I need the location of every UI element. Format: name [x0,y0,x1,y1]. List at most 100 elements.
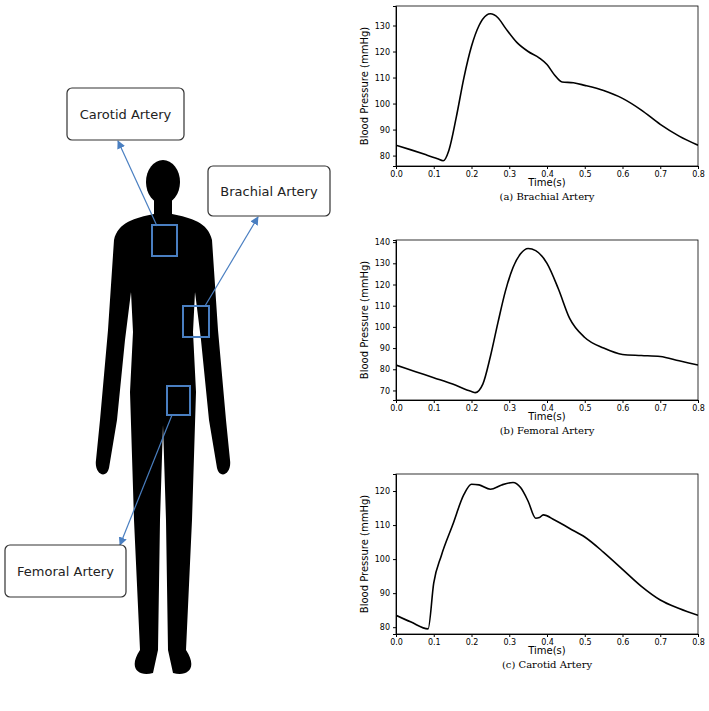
y-tick-mark [393,369,396,370]
chart-caption: (b) Femoral Artery [500,425,595,436]
y-tick-label: 90 [380,344,390,353]
x-tick-mark [434,400,435,403]
y-tick-mark [393,156,396,157]
arrow [120,415,172,545]
y-tick-mark [393,52,396,53]
y-tick-label: 90 [380,589,390,598]
x-tick-mark [585,634,586,637]
y-tick-label: 100 [375,555,390,564]
label-box [208,166,330,216]
y-tick: 90 [380,344,396,353]
x-tick: 0.7 [654,634,667,647]
x-tick-label: 0.1 [428,404,441,413]
x-tick-label: 0.5 [579,170,592,179]
y-tick-label: 80 [380,623,390,632]
x-tick-label: 0.1 [428,638,441,647]
plot-area [396,248,698,392]
y-tick-label: 130 [375,259,390,268]
x-tick: 0.5 [579,166,592,179]
region-marker [152,225,177,256]
y-tick: 120 [375,487,396,496]
x-tick: 0.0 [390,634,403,647]
x-tick-label: 0.2 [466,638,479,647]
y-tick: 80 [380,623,396,632]
y-axis-line [393,475,397,635]
x-tick: 0.2 [466,634,479,647]
x-axis-line [397,635,699,638]
x-tick-mark [698,166,699,169]
y-tick-mark [393,285,396,286]
y-tick: 90 [380,126,396,135]
x-tick-mark [434,166,435,169]
y-tick-mark [393,348,396,349]
y-tick-mark [393,327,396,328]
y-tick-mark [393,390,396,391]
x-tick: 0.6 [617,634,630,647]
plot-frame [396,474,698,634]
body-diagram: Carotid Artery Brachial Artery Femoral Art… [5,88,330,674]
y-tick-mark [393,26,396,27]
x-tick: 0.1 [428,166,441,179]
y-tick: 70 [380,387,396,396]
x-tick: 0.0 [390,400,403,413]
x-tick: 0.1 [428,634,441,647]
y-tick-mark [393,491,396,492]
x-tick-label: 0.8 [692,170,705,179]
y-tick-mark [393,593,396,594]
x-tick-mark [547,400,548,403]
y-tick: 110 [375,521,396,530]
y-tick-label: 120 [375,48,390,57]
y-tick-mark [393,559,396,560]
y-tick: 100 [375,323,396,332]
y-tick-label: 80 [380,365,390,374]
y-tick: 80 [380,152,396,161]
region-label: Carotid Artery [80,107,172,122]
y-axis: 8090100110120130 [375,7,397,167]
x-tick-label: 0.0 [390,404,403,413]
x-tick: 0.8 [692,634,705,647]
arrow [118,141,157,226]
region-label: Femoral Artery [17,564,114,579]
x-tick-mark [509,634,510,637]
x-tick-label: 0.8 [692,404,705,413]
x-tick-mark [472,634,473,637]
y-axis: 80 90 100 110 120 [375,475,397,635]
label-box [67,88,184,140]
x-tick-label: 0.6 [617,638,630,647]
y-tick: 140 [375,238,396,247]
y-tick-mark [393,627,396,628]
y-tick-mark [393,130,396,131]
y-tick-label: 120 [375,487,390,496]
x-tick: 0.6 [617,166,630,179]
x-tick-label: 0.1 [428,170,441,179]
x-tick-mark [585,400,586,403]
x-tick: 0.5 [579,400,592,413]
x-tick: 0.8 [692,166,705,179]
y-tick-mark [393,242,396,243]
x-tick-mark [547,634,548,637]
x-tick: 0.7 [654,166,667,179]
y-axis-line [393,241,397,401]
x-tick-mark [472,400,473,403]
x-tick-mark [660,400,661,403]
y-tick-label: 100 [375,323,390,332]
y-tick: 80 [380,365,396,374]
region-label: Brachial Artery [220,184,318,199]
pressure-line [396,483,698,629]
x-tick-label: 0.3 [503,638,516,647]
x-tick: 0.2 [466,166,479,179]
y-tick: 120 [375,281,396,290]
region-marker [183,306,209,337]
pressure-line [396,248,698,392]
y-tick: 100 [375,100,396,109]
y-tick: 110 [375,302,396,311]
x-tick: 0.8 [692,400,705,413]
y-tick-label: 140 [375,238,390,247]
x-tick-label: 0.0 [390,170,403,179]
y-tick-mark [393,306,396,307]
figure: Carotid Artery Brachial Artery Femoral Art… [0,0,709,711]
y-axis-title: Blood Pressure (mmHg) [359,261,370,380]
x-tick-mark [547,166,548,169]
y-axis: 70 80 90 100 110 120 130 140 [375,238,397,400]
arrow [205,217,258,306]
